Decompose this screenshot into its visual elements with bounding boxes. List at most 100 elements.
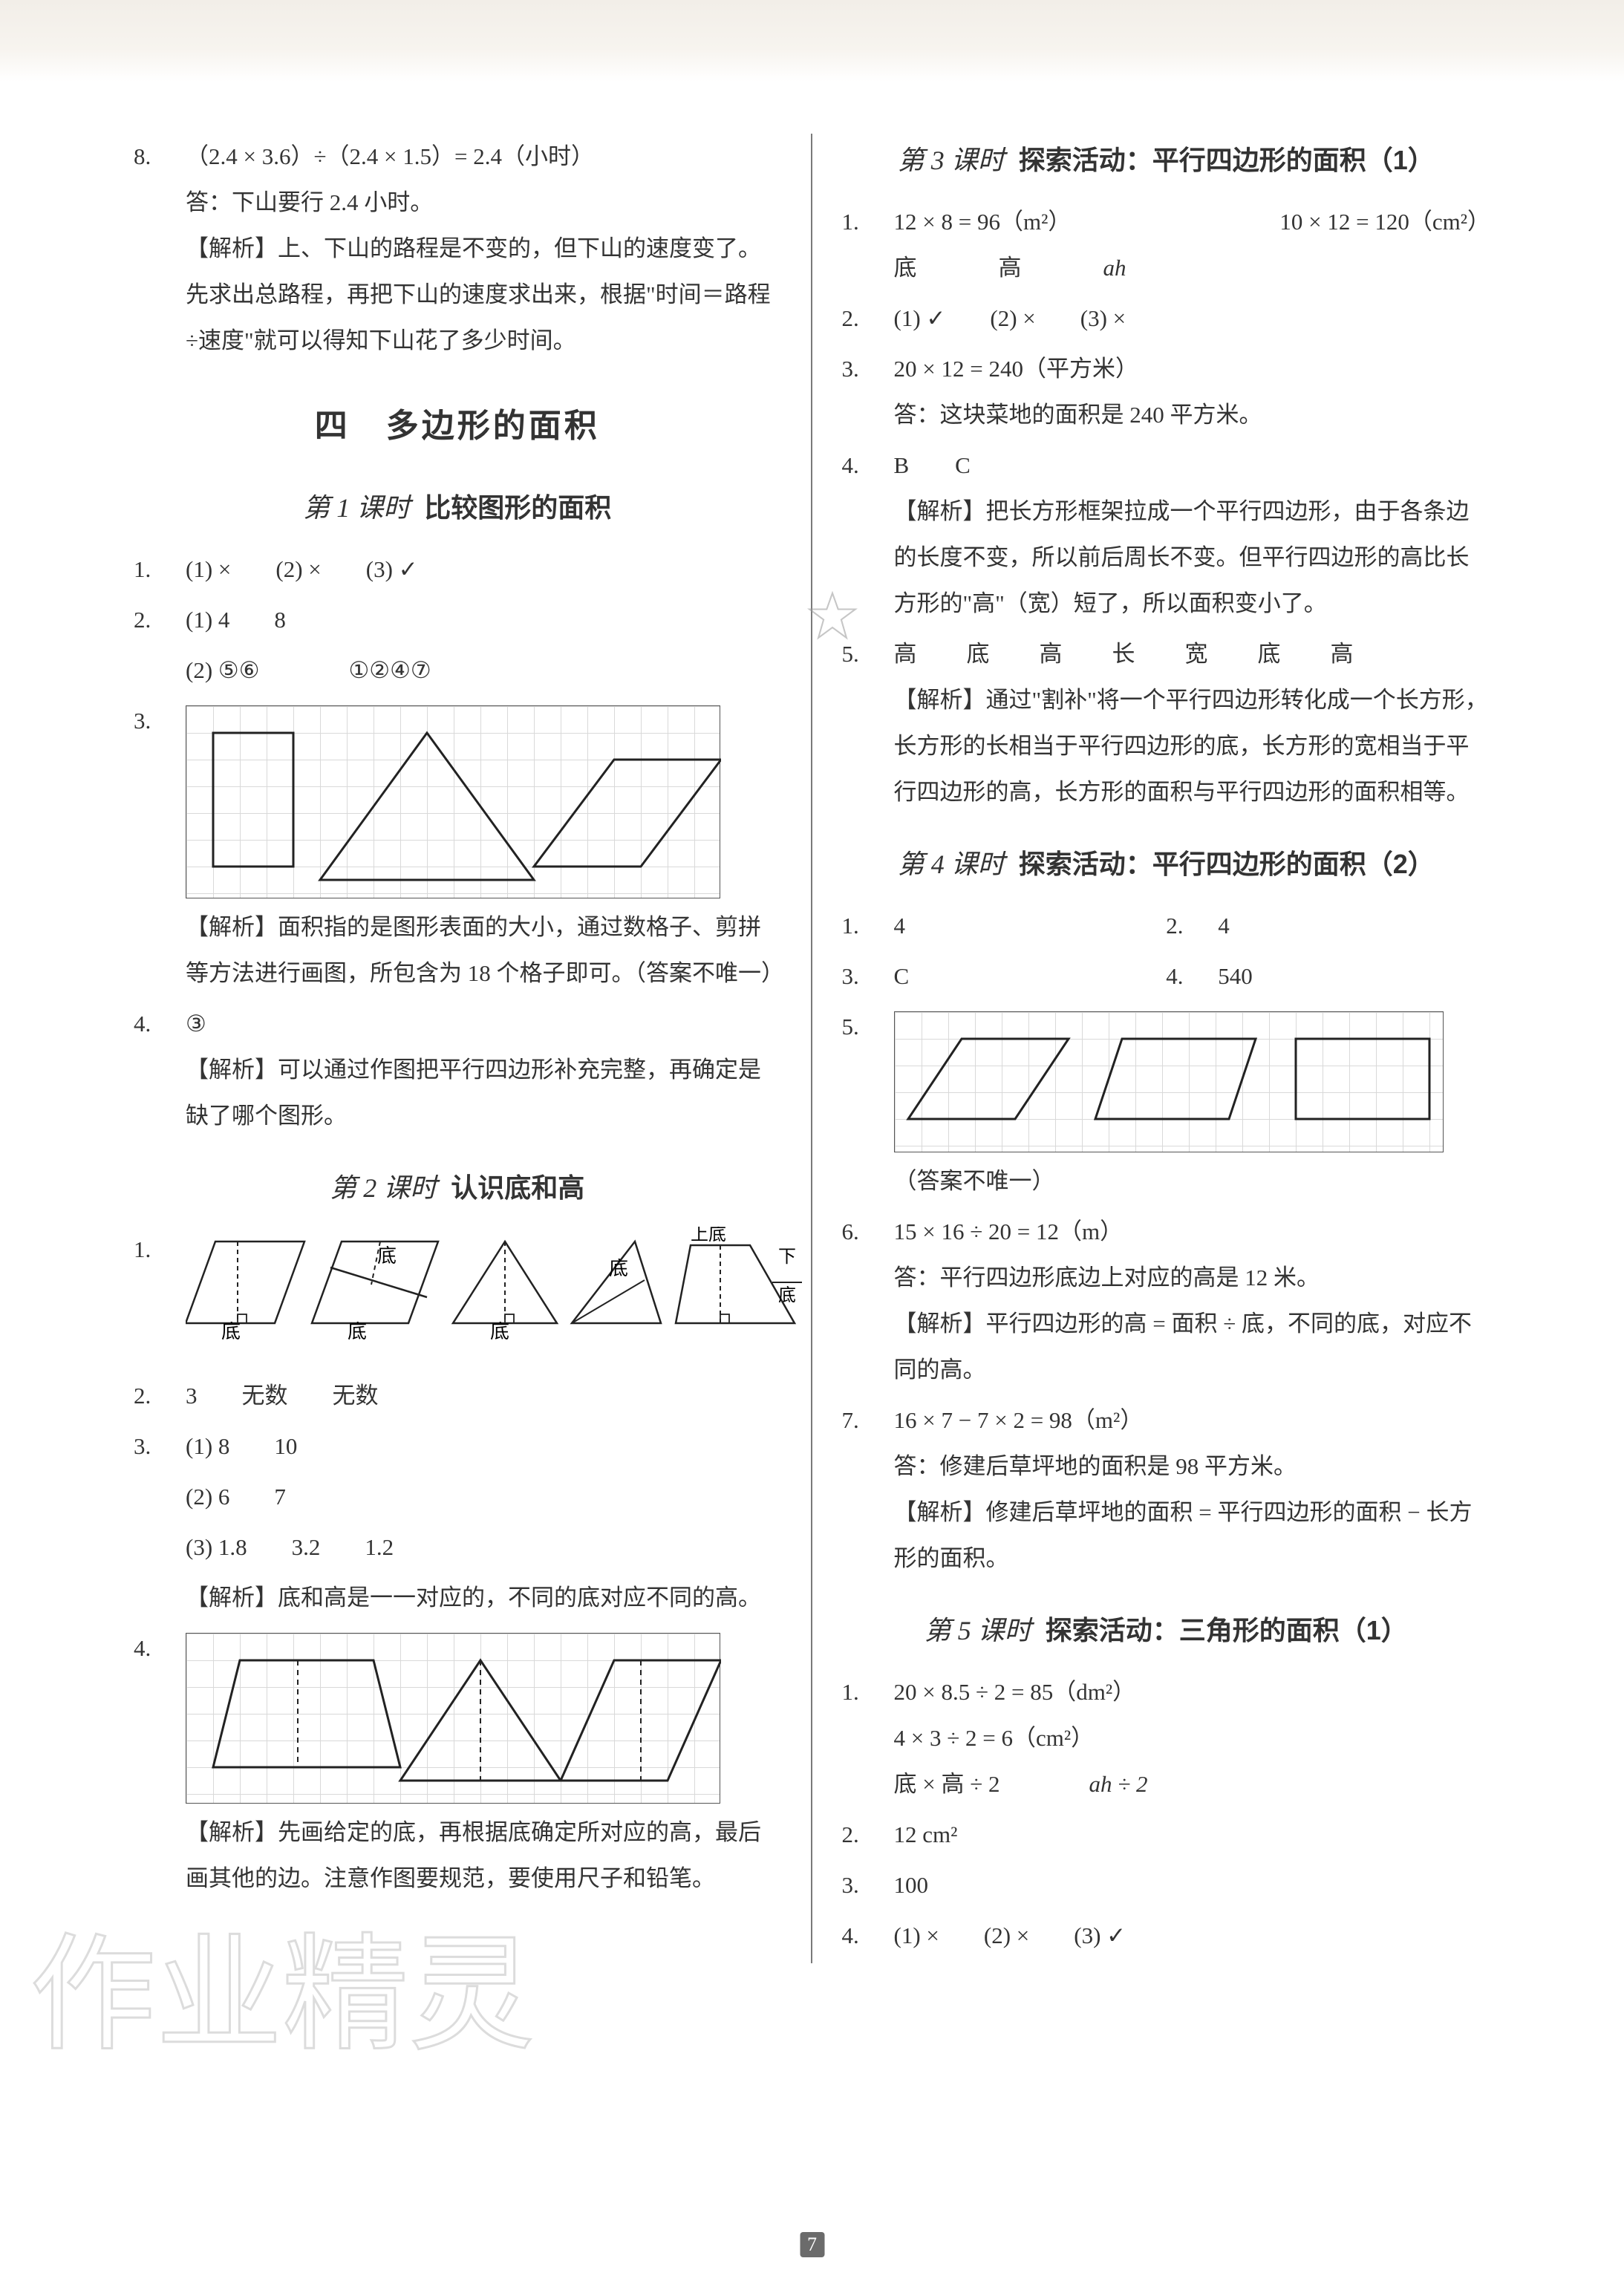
l2-q3c-i2: 3.2 [292, 1524, 321, 1570]
label-di-5: 底 [778, 1285, 796, 1305]
lesson3-keshi: 第 3 课时 [898, 146, 1005, 175]
label-xia: 下 [778, 1247, 796, 1267]
l2-q2-num: 2. [134, 1373, 186, 1419]
page-number: 7 [800, 2232, 824, 2257]
l4-q7-num: 7. [842, 1397, 894, 1443]
lesson2-title: 第 2 课时 认识底和高 [134, 1161, 781, 1215]
l1-q3-analysis: 【解析】面积指的是图形表面的大小，通过数格子、剪拼等方法进行画图，所包含为 18… [186, 904, 781, 996]
l5-q3: 3. 100 [842, 1862, 1491, 1908]
l5-q4-body: (1) × (2) × (3) ✓ [894, 1913, 1491, 1959]
l1-q1-i1: (1) × [186, 547, 231, 593]
l5-q3-ans: 100 [894, 1862, 1491, 1908]
l5-q2-ans: 12 cm² [894, 1812, 1491, 1858]
l2-q2-i1: 3 [186, 1373, 198, 1419]
l1-q1-i2: (2) × [275, 547, 321, 593]
lesson1-title: 第 1 课时 比较图形的面积 [134, 481, 781, 535]
label-di-1: 底 [221, 1321, 241, 1342]
l1-q3: 3. 【解析】面积指的是图形表面的大小，通过数格子、剪拼等方法进行画图，所包含为… [134, 698, 781, 996]
q8-analysis: 【解析】上、下山的路程是不变的，但下山的速度变了。先求出总路程，再把下山的速度求… [186, 226, 781, 364]
l1-q4-body: ③ 【解析】可以通过作图把平行四边形补充完整，再确定是缺了哪个图形。 [186, 1001, 781, 1139]
right-angle-icon [720, 1314, 729, 1323]
stamp-icon [806, 591, 858, 643]
l1-q2b-body: (2) ⑤⑥ ①②④⑦ [186, 647, 781, 694]
l1-q2b-i2: ①②④⑦ [348, 647, 431, 694]
l2-q1: 1. 底 底 底 [134, 1227, 781, 1368]
l4-q6-num: 6. [842, 1209, 894, 1255]
l4-q5-num: 5. [842, 1004, 894, 1050]
l4-q3: 3. C [842, 953, 1167, 999]
l4-q5-svg [895, 1012, 1444, 1153]
l5-q4: 4. (1) × (2) × (3) ✓ [842, 1913, 1491, 1959]
l4-q1: 1. 4 [842, 903, 1167, 949]
l2-q1-body: 底 底 底 底 底 [186, 1227, 802, 1368]
l4-q4: 4. 540 [1166, 953, 1490, 999]
l4-q1-num: 1. [842, 903, 894, 949]
l2-q3b-i2: 7 [274, 1474, 286, 1520]
l4-q6-body: 15 × 16 ÷ 20 = 12（m） 答：平行四边形底边上对应的高是 12 … [894, 1209, 1491, 1393]
label-shangdi: 上底 [691, 1227, 726, 1244]
q8-body: （2.4 × 3.6）÷（2.4 × 1.5）= 2.4（小时） 答：下山要行 … [186, 134, 781, 364]
right-column: 第 3 课时 探索活动：平行四边形的面积（1） 1. 12 × 8 = 96（m… [812, 134, 1521, 1963]
l3-q1-row2-r: ah [1103, 245, 1126, 291]
l1-q3-shape-parallelogram [534, 760, 721, 867]
l3-q4-ans: B C [894, 443, 1491, 489]
l4-q7-body: 16 × 7 − 7 × 2 = 98（m²） 答：修建后草坪地的面积是 98 … [894, 1397, 1491, 1582]
l4-q6-expr: 15 × 16 ÷ 20 = 12（m） [894, 1209, 1491, 1255]
l1-q4-ans: ③ [186, 1001, 781, 1047]
lesson2-name: 认识底和高 [451, 1172, 584, 1203]
l2-q4-analysis: 【解析】先画给定的底，再根据底确定所对应的高，最后画其他的边。注意作图要规范，要… [186, 1810, 781, 1902]
l2-q1-num: 1. [134, 1227, 186, 1273]
l2-q4-figure [186, 1633, 720, 1804]
l2-q3c-body: (3) 1.8 3.2 1.2 [186, 1524, 781, 1570]
question-8: 8. （2.4 × 3.6）÷（2.4 × 1.5）= 2.4（小时） 答：下山… [134, 134, 781, 364]
lesson4-name: 探索活动：平行四边形的面积（2） [1019, 849, 1435, 879]
l1-q3-shape-rect [213, 733, 293, 867]
label-di-3: 底 [490, 1321, 509, 1342]
l2-q4-svg [186, 1634, 721, 1804]
l2-q3b-i1: (2) 6 [186, 1474, 229, 1520]
l3-q2-i2: (2) × [990, 296, 1035, 342]
l3-q4: 4. B C 【解析】把长方形框架拉成一个平行四边形，由于各条边的长度不变，所以… [842, 443, 1491, 627]
l3-q1-row1: 12 × 8 = 96（m²） 10 × 12 = 120（cm²） [894, 199, 1491, 245]
l2-q2-i3: 无数 [333, 1373, 379, 1419]
lesson4-title: 第 4 课时 探索活动：平行四边形的面积（2） [842, 838, 1491, 891]
l4-q6-ans: 答：平行四边形底边上对应的高是 12 米。 [894, 1255, 1491, 1301]
lesson1-keshi: 第 1 课时 [303, 493, 410, 523]
lesson3-title: 第 3 课时 探索活动：平行四边形的面积（1） [842, 134, 1491, 187]
page: 8. （2.4 × 3.6）÷（2.4 × 1.5）= 2.4（小时） 答：下山… [0, 0, 1624, 2287]
l3-q2-i1: (1) ✓ [894, 296, 946, 342]
l1-q3-figure [186, 705, 720, 898]
l3-q3-ans: 答：这块菜地的面积是 240 平方米。 [894, 392, 1491, 438]
l3-q1: 1. 12 × 8 = 96（m²） 10 × 12 = 120（cm²） 底 … [842, 199, 1491, 291]
lesson2-keshi: 第 2 课时 [330, 1173, 437, 1203]
l5-q4-i2: (2) × [984, 1913, 1029, 1959]
l3-q1-l: 12 × 8 = 96（m²） [894, 199, 1072, 245]
q8-answer: 答：下山要行 2.4 小时。 [186, 180, 781, 226]
l3-q3-num: 3. [842, 346, 894, 392]
q8-number: 8. [134, 134, 186, 180]
l2-q3a: 3. (1) 8 10 [134, 1423, 781, 1469]
l2-q3c-i3: 1.2 [365, 1524, 394, 1570]
l3-q2-i3: (3) × [1080, 296, 1126, 342]
l2-q3-analysis: 【解析】底和高是一一对应的，不同的底对应不同的高。 [186, 1575, 781, 1621]
l2-q4: 4. 【解析】先画给定的底，再根据底确定所对应的高，最后画其他的边。注意作图要规… [134, 1625, 781, 1902]
l2-fig-shape4-line [572, 1280, 645, 1323]
l4-q6-analysis: 【解析】平行四边形的高 = 面积 ÷ 底，不同的底，对应不同的高。 [894, 1301, 1491, 1393]
l3-q3-expr: 20 × 12 = 240（平方米） [894, 346, 1491, 392]
l2-q4-body: 【解析】先画给定的底，再根据底确定所对应的高，最后画其他的边。注意作图要规范，要… [186, 1625, 781, 1902]
l1-q4: 4. ③ 【解析】可以通过作图把平行四边形补充完整，再确定是缺了哪个图形。 [134, 1001, 781, 1139]
l2-q2-i2: 无数 [242, 1373, 288, 1419]
l4-q5-note: （答案不唯一） [894, 1158, 1491, 1204]
l4-q5: 5. （答案不唯一） [842, 1004, 1491, 1204]
l1-q1-body: (1) × (2) × (3) ✓ [186, 547, 781, 593]
l4-q5-figure [894, 1011, 1444, 1152]
l5-q4-i3: (3) ✓ [1074, 1913, 1126, 1959]
l1-q4-num: 4. [134, 1001, 186, 1047]
label-di-2b: 底 [348, 1321, 367, 1342]
l3-q2-num: 2. [842, 296, 894, 342]
l2-fig-shape1 [186, 1242, 304, 1323]
label-di-2: 底 [377, 1245, 397, 1267]
l2-q3b: (2) 6 7 [134, 1474, 781, 1520]
l4-q6: 6. 15 × 16 ÷ 20 = 12（m） 答：平行四边形底边上对应的高是 … [842, 1209, 1491, 1393]
l2-fig-shape5 [676, 1245, 795, 1323]
